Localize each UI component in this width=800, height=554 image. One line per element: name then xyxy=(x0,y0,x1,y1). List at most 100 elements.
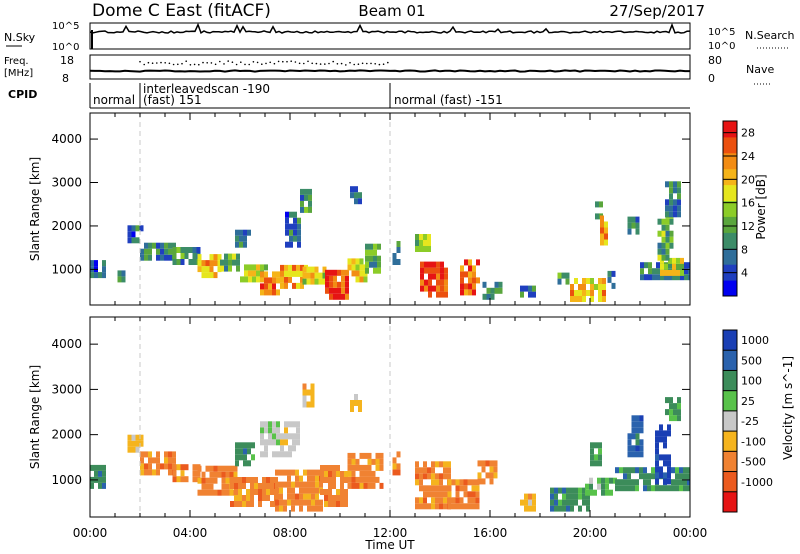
heatmap-cell xyxy=(260,276,264,283)
heatmap-cell xyxy=(296,427,300,434)
heatmap-cell xyxy=(615,485,619,492)
heatmap-cell xyxy=(677,199,681,206)
heatmap-cell xyxy=(435,461,439,468)
cpid-label: CPID xyxy=(8,88,37,101)
heatmap-cell xyxy=(615,479,619,486)
heatmap-cell xyxy=(172,457,176,464)
heatmap-cell xyxy=(176,476,181,483)
heatmap-cell xyxy=(420,279,424,286)
heatmap-cell xyxy=(299,493,303,500)
heatmap-cell xyxy=(246,489,250,495)
heatmap-cell xyxy=(164,254,168,261)
heatmap-cell xyxy=(590,460,594,467)
heatmap-cell xyxy=(663,436,667,443)
heatmap-cell xyxy=(558,505,562,512)
heatmap-cell xyxy=(279,469,283,476)
heatmap-cell xyxy=(419,485,423,492)
heatmap-cell xyxy=(221,477,226,484)
heatmap-cell xyxy=(498,287,503,294)
heatmap-cell xyxy=(192,259,197,265)
heatmap-cell xyxy=(365,267,369,274)
heatmap-cell xyxy=(217,266,222,273)
heatmap-cell xyxy=(266,477,270,483)
heatmap-cell xyxy=(345,287,349,294)
heatmap-cell xyxy=(201,483,206,490)
heatmap-cell xyxy=(248,264,252,271)
heatmap-cell xyxy=(676,263,680,270)
heatmap-cell xyxy=(355,476,360,483)
heatmap-cell xyxy=(635,421,640,428)
heatmap-cell xyxy=(236,265,240,272)
heatmap-cell xyxy=(284,282,288,289)
heatmap-cell xyxy=(436,267,440,274)
heatmap-cell xyxy=(197,260,202,267)
heatmap-cell xyxy=(639,421,644,428)
heatmap-cell xyxy=(205,483,210,490)
heatmap-cell xyxy=(328,501,332,507)
heatmap-cell xyxy=(354,192,358,199)
heatmap-cell xyxy=(224,253,228,260)
heatmap-cell xyxy=(289,235,293,242)
heatmap-cell xyxy=(333,275,337,282)
heatmap-cell xyxy=(196,247,201,253)
heatmap-cell xyxy=(489,478,494,485)
heatmap-cell xyxy=(289,229,293,236)
heatmap-cell xyxy=(375,452,380,459)
heatmap-cell xyxy=(558,499,562,506)
heatmap-cell xyxy=(427,467,431,474)
heatmap-cell xyxy=(659,485,663,492)
heatmap-cell xyxy=(314,266,319,273)
heatmap-cell xyxy=(562,505,566,512)
heatmap-cell xyxy=(432,285,436,292)
heatmap-cell xyxy=(302,272,307,279)
heatmap-cell xyxy=(235,448,239,455)
heatmap-cell xyxy=(444,273,448,280)
heatmap-cell xyxy=(423,240,427,246)
heatmap-cell xyxy=(363,482,368,489)
heatmap-cell xyxy=(283,499,287,506)
heatmap-cell xyxy=(443,461,447,468)
heatmap-cell xyxy=(639,445,644,452)
heatmap-cell xyxy=(578,290,582,296)
heatmap-cell xyxy=(520,285,524,292)
heatmap-cell xyxy=(565,272,570,279)
nave-dot xyxy=(345,64,347,66)
heatmap-cell xyxy=(347,476,352,483)
heatmap-cell xyxy=(528,499,532,506)
nave-dot xyxy=(315,62,318,65)
heatmap-cell xyxy=(679,485,683,492)
heatmap-cell xyxy=(243,460,247,467)
colorbar-swatch xyxy=(723,121,737,138)
heatmap-cell xyxy=(455,479,460,486)
heatmap-cell xyxy=(318,272,323,279)
heatmap-cell xyxy=(341,287,345,294)
heatmap-cell xyxy=(431,467,435,474)
heatmap-cell xyxy=(172,451,176,458)
heatmap-cell xyxy=(369,249,373,256)
colorbar-swatch xyxy=(723,168,737,186)
heatmap-cell xyxy=(217,465,222,472)
heatmap-cell xyxy=(481,460,486,467)
heatmap-cell xyxy=(296,439,300,446)
colorbar-tick-label: 8 xyxy=(741,243,748,256)
heatmap-cell xyxy=(276,289,280,296)
heatmap-cell xyxy=(365,249,369,256)
nave-dot xyxy=(227,60,229,62)
heatmap-cell xyxy=(288,276,292,283)
heatmap-cell xyxy=(102,476,106,483)
heatmap-cell xyxy=(447,479,452,486)
heatmap-cell xyxy=(180,470,185,477)
heatmap-cell xyxy=(160,242,164,249)
heatmap-cell xyxy=(635,485,639,492)
heatmap-cell xyxy=(627,485,631,492)
colorbar-tick-label: 24 xyxy=(741,150,755,163)
heatmap-cell xyxy=(396,451,401,458)
nave-dot xyxy=(240,61,242,63)
heatmap-cell xyxy=(300,194,304,201)
heatmap-cell xyxy=(602,296,606,302)
colorbar-swatch xyxy=(723,330,737,351)
heatmap-cell xyxy=(221,489,226,496)
heatmap-cell xyxy=(284,433,288,440)
heatmap-cell xyxy=(102,470,106,477)
heatmap-cell xyxy=(351,452,356,459)
